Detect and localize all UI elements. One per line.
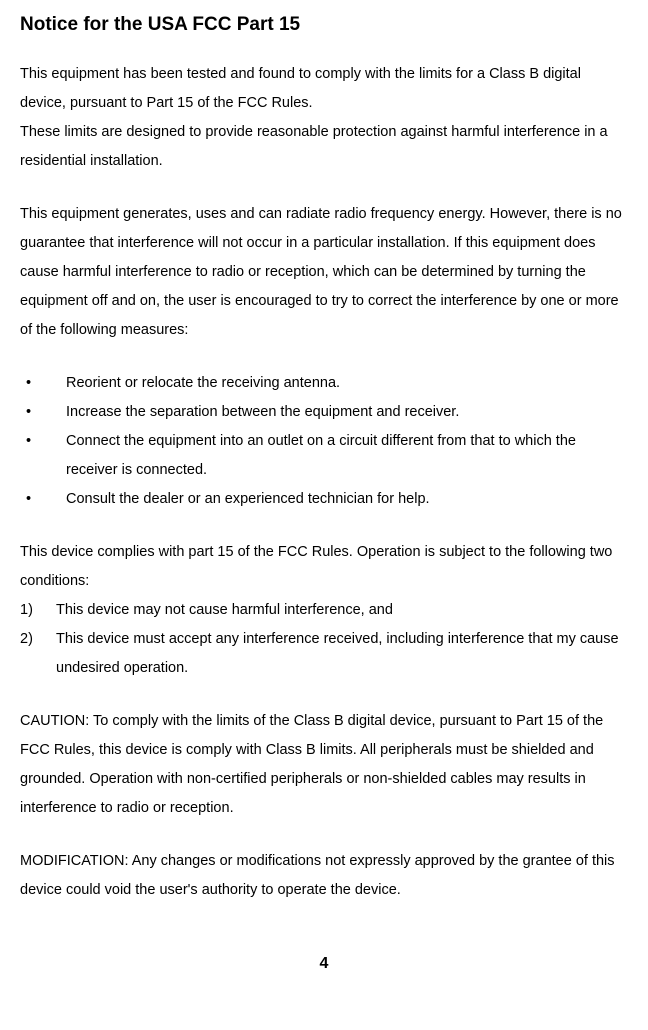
measures-list: Reorient or relocate the receiving anten… xyxy=(20,369,628,514)
paragraph-compliance: This device complies with part 15 of the… xyxy=(20,538,628,596)
paragraph-text: This equipment has been tested and found… xyxy=(20,66,581,111)
paragraph-caution: CAUTION: To comply with the limits of th… xyxy=(20,707,628,823)
list-item: Connect the equipment into an outlet on … xyxy=(20,427,628,485)
paragraph-modification: MODIFICATION: Any changes or modificatio… xyxy=(20,847,628,905)
page-number: 4 xyxy=(20,955,628,973)
list-item: Increase the separation between the equi… xyxy=(20,398,628,427)
section-title: Notice for the USA FCC Part 15 xyxy=(20,14,628,36)
list-item: Consult the dealer or an experienced tec… xyxy=(20,485,628,514)
paragraph-conditions-intro: This equipment generates, uses and can r… xyxy=(20,200,628,345)
paragraph-intro: This equipment has been tested and found… xyxy=(20,60,628,176)
list-item: This device must accept any interference… xyxy=(20,625,628,683)
list-item: This device may not cause harmful interf… xyxy=(20,596,628,625)
list-item: Reorient or relocate the receiving anten… xyxy=(20,369,628,398)
paragraph-text: These limits are designed to provide rea… xyxy=(20,124,608,169)
conditions-list: This device may not cause harmful interf… xyxy=(20,596,628,683)
